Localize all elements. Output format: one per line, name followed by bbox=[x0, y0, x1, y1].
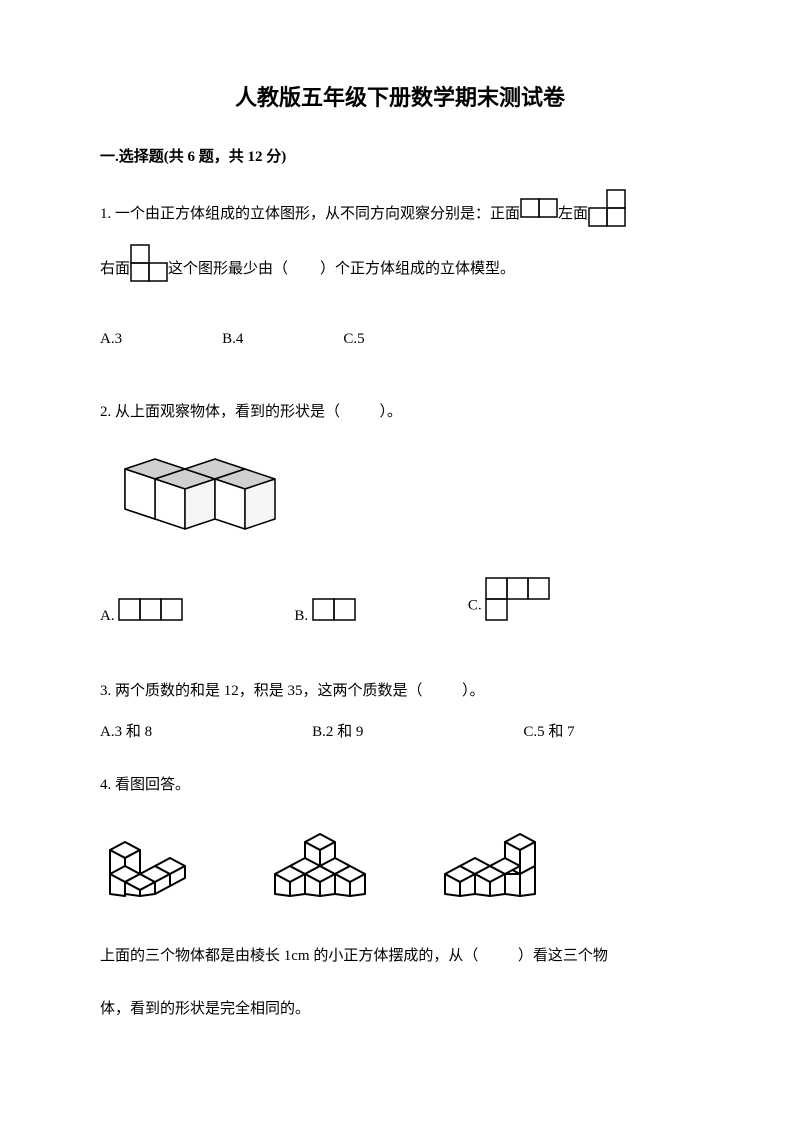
q4-fig-2 bbox=[265, 822, 375, 910]
question-4: 4. 看图回答。 bbox=[100, 769, 700, 1026]
q1-text-c: 右面 bbox=[100, 253, 130, 286]
q4-fig-3 bbox=[435, 822, 545, 910]
q1-text-e: ）个正方体组成的立体模型。 bbox=[320, 253, 515, 286]
q4-text3: 体，看到的形状是完全相同的。 bbox=[100, 993, 700, 1026]
q4-fig-1 bbox=[100, 822, 205, 910]
q2-option-c: C. bbox=[468, 577, 552, 635]
q1-text-d: 这个图形最少由（ bbox=[168, 253, 288, 286]
q1-option-c: C.5 bbox=[343, 323, 364, 356]
q2-option-a: A. bbox=[100, 598, 184, 635]
q1-front-view-icon bbox=[520, 198, 558, 231]
q2-text: 2. 从上面观察物体，看到的形状是（ bbox=[100, 404, 340, 420]
q1-left-view-icon bbox=[588, 189, 626, 240]
q2-option-b: B. bbox=[294, 598, 358, 635]
q4-text2-a: 上面的三个物体都是由棱长 1cm 的小正方体摆成的，从（ bbox=[100, 948, 478, 964]
q3-option-c: C.5 和 7 bbox=[523, 716, 574, 749]
q3-option-a: A.3 和 8 bbox=[100, 716, 152, 749]
q3-text: 3. 两个质数的和是 12，积是 35，这两个质数是（ bbox=[100, 683, 423, 699]
q1-text-b: 左面 bbox=[558, 198, 588, 231]
q2-opt-c-icon bbox=[485, 577, 551, 635]
q2-opt-c-label: C. bbox=[468, 598, 482, 614]
question-1: 1. 一个由正方体组成的立体图形，从不同方向观察分别是：正面 左面 右面 这 bbox=[100, 189, 700, 356]
q2-text-end: ）。 bbox=[380, 404, 403, 420]
q3-options: A.3 和 8 B.2 和 9 C.5 和 7 bbox=[100, 716, 700, 749]
q3-option-b: B.2 和 9 bbox=[312, 716, 363, 749]
q1-option-b: B.4 bbox=[222, 323, 243, 356]
q2-opt-a-label: A. bbox=[100, 608, 115, 624]
q1-right-view-icon bbox=[130, 244, 168, 295]
q2-options: A. B. C. bbox=[100, 577, 700, 635]
q1-options: A.3 B.4 C.5 bbox=[100, 323, 700, 356]
q2-3d-figure bbox=[100, 449, 700, 547]
question-2: 2. 从上面观察物体，看到的形状是（ ）。 bbox=[100, 396, 700, 635]
q2-opt-b-icon bbox=[312, 598, 358, 635]
q2-opt-a-icon bbox=[118, 598, 184, 635]
q4-text2-b: ）看这三个物 bbox=[518, 948, 608, 964]
section-header: 一.选择题(共 6 题，共 12 分) bbox=[100, 145, 700, 169]
q3-text-end: ）。 bbox=[462, 683, 485, 699]
q2-opt-b-label: B. bbox=[294, 608, 308, 624]
q4-text: 4. 看图回答。 bbox=[100, 769, 700, 802]
question-3: 3. 两个质数的和是 12，积是 35，这两个质数是（ ）。 A.3 和 8 B… bbox=[100, 675, 700, 749]
page-title: 人教版五年级下册数学期末测试卷 bbox=[100, 80, 700, 115]
q1-option-a: A.3 bbox=[100, 323, 122, 356]
q1-text-a: 1. 一个由正方体组成的立体图形，从不同方向观察分别是：正面 bbox=[100, 198, 520, 231]
